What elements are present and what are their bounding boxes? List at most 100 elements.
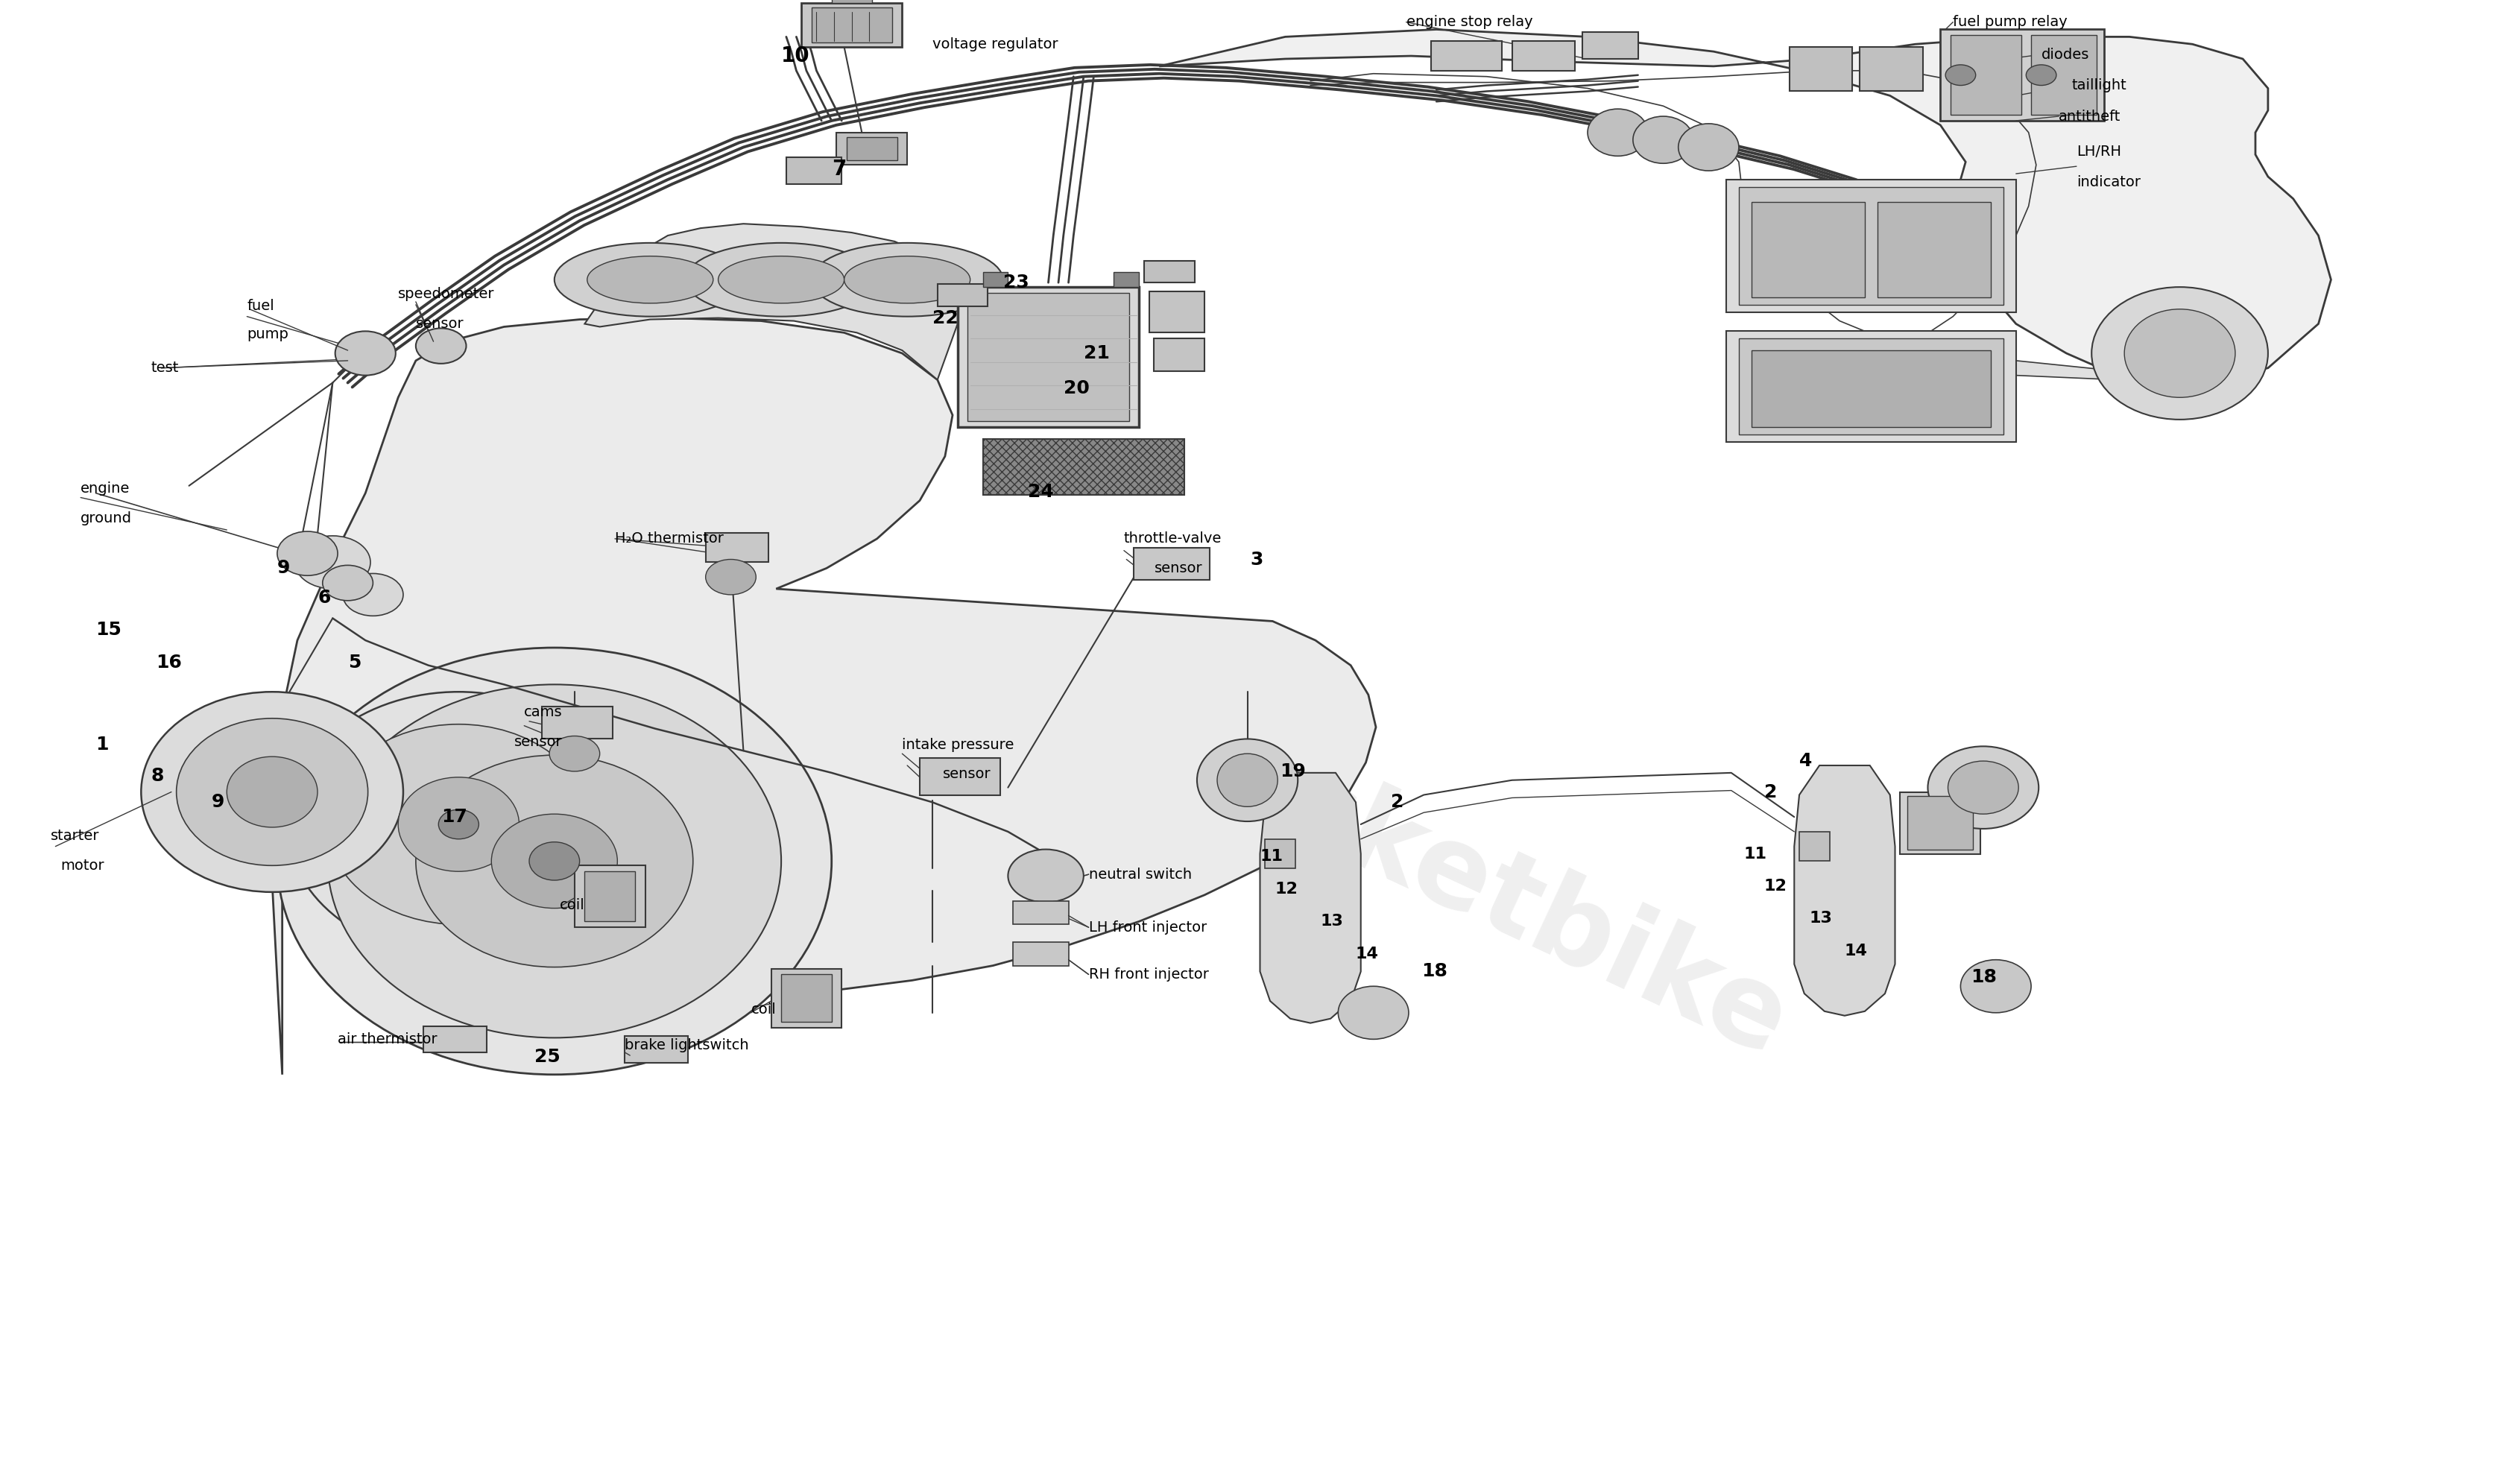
Bar bbox=[847, 137, 897, 160]
Text: 14: 14 bbox=[1356, 946, 1378, 961]
Ellipse shape bbox=[718, 256, 844, 303]
Text: 18: 18 bbox=[1971, 969, 1996, 986]
Bar bbox=[837, 132, 907, 165]
Text: 25: 25 bbox=[534, 1048, 559, 1066]
Text: coil: coil bbox=[559, 898, 585, 913]
Bar bbox=[1860, 47, 1923, 91]
Text: 6: 6 bbox=[318, 589, 330, 606]
Bar bbox=[585, 871, 635, 921]
Ellipse shape bbox=[141, 692, 403, 892]
Bar bbox=[1940, 29, 2104, 121]
Text: 8: 8 bbox=[151, 767, 164, 785]
Bar bbox=[1900, 792, 1981, 854]
Text: intake pressure: intake pressure bbox=[902, 737, 1013, 752]
Text: LH/RH: LH/RH bbox=[2076, 144, 2122, 159]
Bar bbox=[1265, 839, 1295, 868]
Text: antitheft: antitheft bbox=[2059, 109, 2122, 124]
Ellipse shape bbox=[587, 256, 713, 303]
Ellipse shape bbox=[844, 256, 970, 303]
Bar bbox=[786, 158, 842, 184]
Ellipse shape bbox=[2124, 309, 2235, 397]
Bar bbox=[706, 533, 769, 562]
Ellipse shape bbox=[1217, 754, 1278, 807]
Text: 12: 12 bbox=[1275, 882, 1298, 896]
Ellipse shape bbox=[398, 777, 519, 871]
Text: 15: 15 bbox=[96, 621, 121, 639]
Text: sensor: sensor bbox=[1154, 561, 1202, 576]
Text: 10: 10 bbox=[781, 46, 809, 66]
Bar bbox=[781, 974, 832, 1022]
Text: engine stop relay: engine stop relay bbox=[1406, 15, 1532, 29]
Text: 21: 21 bbox=[1084, 344, 1109, 362]
Text: 11: 11 bbox=[1744, 846, 1767, 861]
Text: coil: coil bbox=[751, 1002, 776, 1017]
Bar bbox=[1013, 942, 1068, 966]
Text: 3: 3 bbox=[1250, 551, 1263, 568]
Bar bbox=[1726, 180, 2016, 312]
Bar bbox=[2031, 35, 2097, 115]
Bar bbox=[968, 293, 1129, 421]
Text: 9: 9 bbox=[212, 793, 224, 811]
Ellipse shape bbox=[554, 243, 746, 316]
Bar bbox=[937, 284, 988, 306]
Polygon shape bbox=[272, 318, 1376, 1075]
Bar bbox=[771, 969, 842, 1027]
Bar bbox=[1512, 41, 1575, 71]
Text: 22: 22 bbox=[932, 309, 958, 327]
Text: LH front injector: LH front injector bbox=[1089, 920, 1207, 935]
Text: taillight: taillight bbox=[2071, 78, 2127, 93]
Bar bbox=[920, 758, 1000, 795]
Ellipse shape bbox=[227, 757, 318, 827]
Text: 14: 14 bbox=[1845, 944, 1867, 958]
Text: starter: starter bbox=[50, 829, 98, 843]
Text: 13: 13 bbox=[1809, 911, 1832, 926]
Ellipse shape bbox=[2026, 65, 2056, 85]
Ellipse shape bbox=[176, 718, 368, 866]
Text: speedometer: speedometer bbox=[398, 287, 494, 302]
Bar bbox=[1114, 272, 1139, 287]
Text: fuel: fuel bbox=[247, 299, 275, 314]
Text: 5: 5 bbox=[348, 654, 360, 671]
Ellipse shape bbox=[811, 243, 1003, 316]
Bar bbox=[1134, 548, 1210, 580]
Ellipse shape bbox=[706, 559, 756, 595]
Ellipse shape bbox=[1633, 116, 1693, 163]
Bar bbox=[1799, 832, 1830, 861]
Text: pump: pump bbox=[247, 327, 290, 342]
Polygon shape bbox=[1159, 29, 2331, 383]
Bar bbox=[542, 707, 612, 739]
Bar bbox=[1751, 202, 1865, 297]
Ellipse shape bbox=[416, 755, 693, 967]
Text: throttle-valve: throttle-valve bbox=[1124, 531, 1222, 546]
Ellipse shape bbox=[1961, 960, 2031, 1013]
Bar bbox=[423, 1026, 486, 1052]
Bar bbox=[1950, 35, 2021, 115]
Text: voltage regulator: voltage regulator bbox=[932, 37, 1058, 52]
Text: ground: ground bbox=[81, 511, 131, 526]
Ellipse shape bbox=[1588, 109, 1648, 156]
Text: 19: 19 bbox=[1280, 762, 1305, 780]
Ellipse shape bbox=[277, 531, 338, 576]
Ellipse shape bbox=[529, 842, 580, 880]
Text: engine: engine bbox=[81, 481, 131, 496]
Ellipse shape bbox=[323, 565, 373, 601]
Bar bbox=[1583, 32, 1638, 59]
Ellipse shape bbox=[1338, 986, 1409, 1039]
Text: 7: 7 bbox=[832, 159, 847, 180]
Bar bbox=[1877, 202, 1991, 297]
Text: 4: 4 bbox=[1799, 752, 1812, 770]
Text: indicator: indicator bbox=[2076, 175, 2139, 190]
Text: motor: motor bbox=[60, 858, 103, 873]
Text: Pocketbike: Pocketbike bbox=[1119, 684, 1804, 1082]
Text: 2: 2 bbox=[1391, 793, 1404, 811]
Ellipse shape bbox=[295, 536, 370, 589]
Text: brake lightswitch: brake lightswitch bbox=[625, 1038, 748, 1052]
Text: 1: 1 bbox=[96, 736, 108, 754]
Bar bbox=[983, 272, 1008, 287]
Text: 2: 2 bbox=[1764, 783, 1777, 801]
Ellipse shape bbox=[416, 328, 466, 364]
Text: H₂O thermistor: H₂O thermistor bbox=[615, 531, 723, 546]
Bar bbox=[1751, 350, 1991, 427]
Ellipse shape bbox=[438, 810, 479, 839]
Bar bbox=[1431, 41, 1502, 71]
